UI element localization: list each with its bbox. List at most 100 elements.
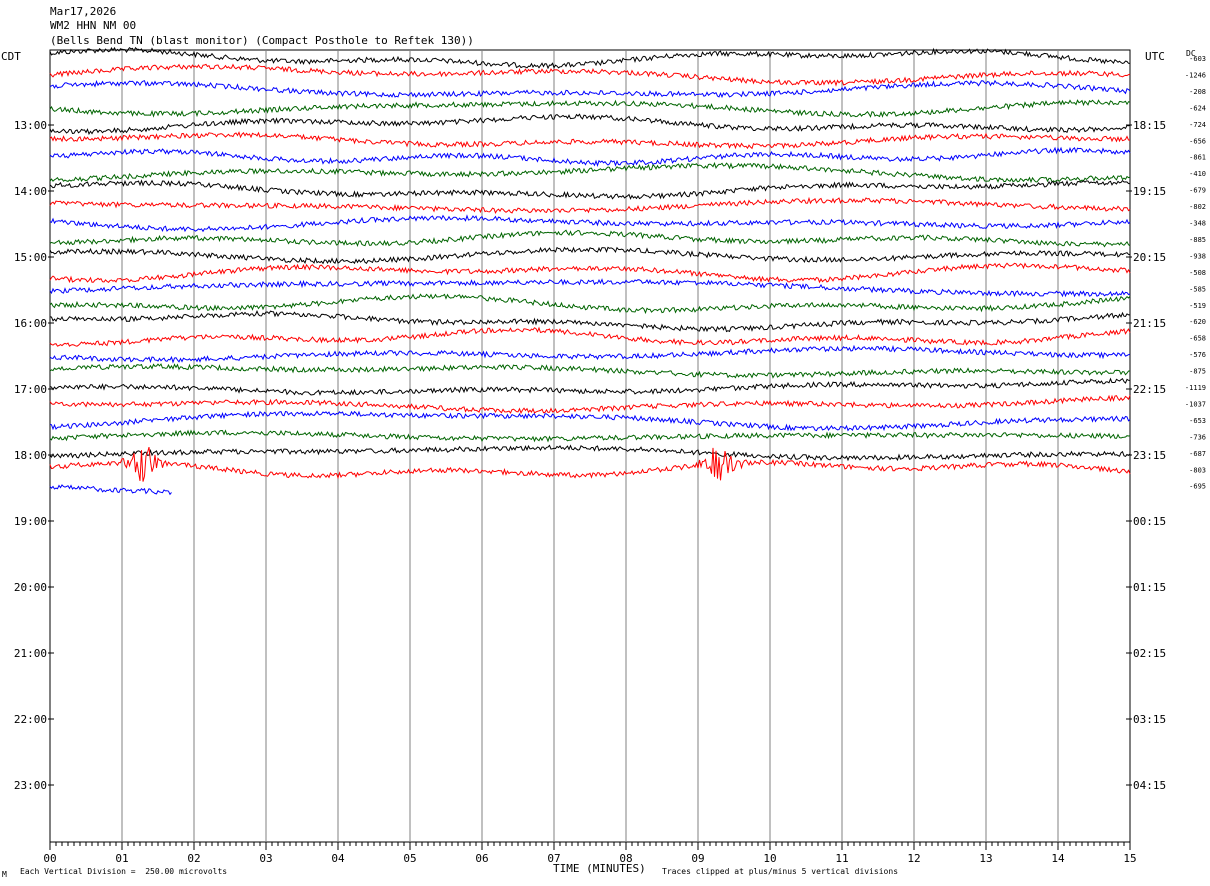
dc-offset-label: -620 [1189, 318, 1206, 326]
seismic-trace-red [49, 196, 1131, 214]
x-tick-label: 08 [619, 852, 632, 865]
seismic-trace-black [49, 377, 1131, 396]
right-hour-label: 02:15 [1133, 647, 1166, 660]
dc-label: DC [1186, 49, 1196, 58]
right-hour-label: 00:15 [1133, 515, 1166, 528]
x-tick-label: 13 [979, 852, 992, 865]
seismic-trace-blue [49, 344, 1131, 364]
seismic-trace-red [49, 394, 1131, 415]
dc-offset-label: -803 [1189, 466, 1206, 474]
trace-group [49, 46, 1131, 496]
x-tick-label: 15 [1123, 852, 1136, 865]
right-hour-label: 18:15 [1133, 119, 1166, 132]
x-tick-label: 07 [547, 852, 560, 865]
seismic-trace-blue [49, 484, 172, 496]
dc-offset-label: -624 [1189, 104, 1206, 112]
right-hour-label: 21:15 [1133, 317, 1166, 330]
seismic-trace-black [49, 246, 1131, 265]
x-tick-label: 11 [835, 852, 848, 865]
right-hour-label: 19:15 [1133, 185, 1166, 198]
x-tick-label: 12 [907, 852, 920, 865]
dc-offset-label: -802 [1189, 203, 1206, 211]
left-hour-label: 20:00 [14, 581, 47, 594]
scale-note: Each Vertical Division = 250.00 microvol… [20, 867, 228, 876]
x-tick-label: 03 [259, 852, 272, 865]
dc-offset-label: -679 [1189, 187, 1206, 195]
right-hour-label: 22:15 [1133, 383, 1166, 396]
left-hour-label: 22:00 [14, 713, 47, 726]
seismic-trace-black [49, 179, 1131, 200]
dc-offset-label: -576 [1189, 351, 1206, 359]
left-hour-label: 13:00 [14, 119, 47, 132]
right-hour-label: 03:15 [1133, 713, 1166, 726]
left-timezone-label: CDT [1, 50, 21, 63]
x-axis-title: TIME (MINUTES) [553, 862, 646, 875]
dc-offset-label: -653 [1189, 417, 1206, 425]
dc-offset-label: -410 [1189, 170, 1206, 178]
right-hour-label: 04:15 [1133, 779, 1166, 792]
plot-date: Mar17,2026 [50, 5, 117, 18]
x-tick-label: 01 [115, 852, 128, 865]
x-tick-label: 09 [691, 852, 704, 865]
station-code: WM2 HHN NM 00 [50, 19, 137, 32]
dc-offset-label: -208 [1189, 88, 1206, 96]
dc-offset-label: -861 [1189, 154, 1206, 162]
seismic-trace-red [49, 446, 1131, 482]
left-hour-label: 23:00 [14, 779, 47, 792]
seismic-trace-blue [49, 278, 1131, 298]
seismic-trace-blue [49, 410, 1131, 432]
clip-note: Traces clipped at plus/minus 5 vertical … [662, 867, 899, 876]
x-tick-label: 14 [1051, 852, 1065, 865]
seismic-trace-green [49, 429, 1131, 443]
seismic-trace-green [49, 363, 1131, 379]
left-hour-label: 15:00 [14, 251, 47, 264]
station-description: (Bells Bend TN (blast monitor) (Compact … [50, 34, 474, 47]
right-hour-label: 01:15 [1133, 581, 1166, 594]
x-tick-label: 00 [43, 852, 56, 865]
seismic-trace-green [49, 293, 1131, 315]
left-hour-label: 19:00 [14, 515, 47, 528]
x-tick-label: 10 [763, 852, 776, 865]
dc-offset-label: -348 [1189, 220, 1206, 228]
dc-offset-label: -687 [1189, 450, 1206, 458]
dc-offset-label: -875 [1189, 368, 1206, 376]
seismic-trace-red [49, 262, 1131, 284]
x-tick-label: 06 [475, 852, 488, 865]
dc-offset-label: -656 [1189, 137, 1206, 145]
dc-offset-label: -585 [1189, 285, 1206, 293]
dc-offset-label: -695 [1189, 483, 1206, 491]
dc-offset-label: -938 [1189, 252, 1206, 260]
seismic-trace-black [49, 444, 1131, 462]
dc-offset-label: -736 [1189, 433, 1206, 441]
x-tick-label: 04 [331, 852, 345, 865]
dc-offset-label: -1246 [1185, 71, 1206, 79]
corner-mark: M [2, 870, 7, 879]
seismic-trace-green [49, 229, 1131, 248]
seismic-trace-red [49, 63, 1131, 87]
dc-offset-label: -885 [1189, 236, 1206, 244]
seismic-trace-red [49, 326, 1131, 347]
seismic-trace-black [49, 113, 1131, 136]
dc-offset-label: -1037 [1185, 400, 1206, 408]
left-hour-label: 18:00 [14, 449, 47, 462]
seismic-trace-black [49, 46, 1131, 70]
x-tick-label: 05 [403, 852, 416, 865]
right-hour-label: 20:15 [1133, 251, 1166, 264]
seismic-trace-red [49, 131, 1131, 150]
left-hour-label: 14:00 [14, 185, 47, 198]
dc-offset-label: -508 [1189, 269, 1206, 277]
seismic-trace-black [49, 310, 1131, 333]
seismic-trace-green [49, 99, 1131, 118]
dc-offset-label: -603 [1189, 55, 1206, 63]
seismic-trace-blue [49, 146, 1131, 167]
right-hour-label: 23:15 [1133, 449, 1166, 462]
seismic-trace-blue [49, 79, 1131, 99]
dc-offset-label: -658 [1189, 335, 1206, 343]
dc-offset-label: -1119 [1185, 384, 1206, 392]
dc-offset-label: -519 [1189, 302, 1206, 310]
left-hour-label: 16:00 [14, 317, 47, 330]
x-tick-label: 02 [187, 852, 200, 865]
seismic-trace-blue [49, 214, 1131, 233]
dc-offset-label: -724 [1189, 121, 1206, 129]
